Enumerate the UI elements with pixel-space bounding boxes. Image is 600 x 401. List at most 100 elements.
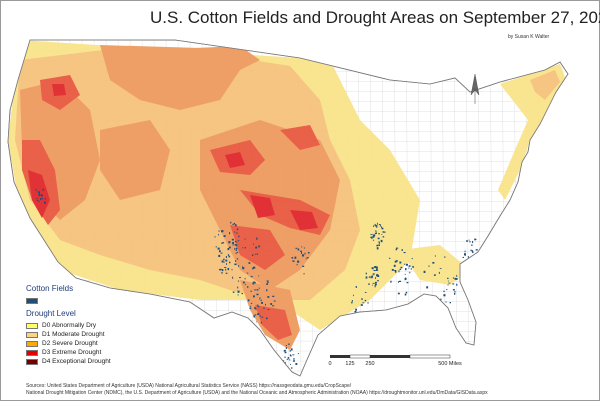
cotton-field-patch xyxy=(255,314,257,316)
cotton-field-patch xyxy=(365,277,368,279)
cotton-field-patch xyxy=(42,188,44,191)
cotton-field-patch xyxy=(374,232,377,234)
cotton-field-patch xyxy=(440,298,442,301)
cotton-field-patch xyxy=(399,280,401,282)
cotton-field-patch xyxy=(514,210,517,212)
cotton-field-patch xyxy=(253,282,256,284)
cotton-field-patch xyxy=(228,248,230,250)
cotton-field-patch xyxy=(250,302,253,304)
cotton-field-patch xyxy=(252,268,254,270)
scale-tick-0: 0 xyxy=(328,361,331,367)
cotton-field-patch xyxy=(382,231,385,233)
cotton-field-patch xyxy=(239,277,241,279)
cotton-field-patch xyxy=(256,237,258,240)
cotton-field-patch xyxy=(284,351,287,354)
cotton-field-patch xyxy=(250,290,252,292)
cotton-field-patch xyxy=(265,303,266,306)
cotton-field-patch xyxy=(513,219,515,221)
cotton-field-patch xyxy=(377,237,380,240)
cotton-field-patch xyxy=(394,260,397,263)
cotton-field-patch xyxy=(447,280,449,282)
legend-drought-swatch xyxy=(26,349,38,356)
legend-drought-label: D3 Extreme Drought xyxy=(42,349,102,356)
cotton-field-patch xyxy=(510,209,513,212)
cotton-field-patch xyxy=(234,231,236,233)
cotton-field-patch xyxy=(218,254,221,257)
cotton-field-patch xyxy=(507,220,509,223)
cotton-field-patch xyxy=(292,354,295,356)
cotton-field-patch xyxy=(225,272,228,274)
drought-d0-south xyxy=(400,245,470,285)
cotton-field-patch xyxy=(370,276,372,279)
cotton-field-patch xyxy=(375,231,377,233)
cotton-field-patch xyxy=(360,304,363,306)
cotton-field-patch xyxy=(246,272,249,274)
cotton-field-patch xyxy=(227,268,230,271)
cotton-field-patch xyxy=(217,247,220,250)
cotton-field-patch xyxy=(474,238,476,241)
cotton-field-patch xyxy=(255,246,258,249)
cotton-field-patch xyxy=(234,244,237,246)
cotton-field-patch xyxy=(375,277,376,279)
cotton-field-patch xyxy=(253,281,256,283)
cotton-field-patch xyxy=(254,307,256,310)
cotton-field-patch xyxy=(236,232,238,234)
cotton-field-patch xyxy=(232,242,234,244)
cotton-field-patch xyxy=(237,286,239,289)
cotton-field-patch xyxy=(373,225,375,227)
cotton-field-patch xyxy=(400,266,403,269)
cotton-field-patch xyxy=(396,247,399,249)
cotton-field-patch xyxy=(448,282,451,284)
cotton-field-patch xyxy=(231,238,234,241)
cotton-field-patch xyxy=(452,289,455,291)
cotton-field-patch xyxy=(228,246,231,249)
cotton-field-patch xyxy=(391,269,394,271)
cotton-field-patch xyxy=(237,294,239,296)
cotton-field-patch xyxy=(353,294,354,297)
drought-d4-oregon xyxy=(52,84,66,96)
cotton-field-patch xyxy=(36,199,39,201)
cotton-field-patch xyxy=(235,260,237,262)
cotton-field-patch xyxy=(237,280,240,282)
cotton-field-patch xyxy=(304,252,306,255)
cotton-field-patch xyxy=(473,264,476,266)
cotton-field-patch xyxy=(408,267,410,269)
cotton-field-patch xyxy=(258,275,260,277)
drought-d3-texas-north xyxy=(230,225,285,270)
cotton-field-patch xyxy=(38,191,40,193)
cotton-field-patch xyxy=(44,197,46,200)
cotton-field-patch xyxy=(223,261,225,263)
cotton-field-patch xyxy=(297,260,300,263)
cotton-fields xyxy=(35,188,518,369)
cotton-field-patch xyxy=(273,295,275,297)
cotton-field-patch xyxy=(290,363,291,365)
cotton-field-patch xyxy=(254,307,255,309)
cotton-field-patch xyxy=(222,269,224,272)
cotton-field-patch xyxy=(236,228,239,231)
cotton-field-patch xyxy=(228,256,231,258)
cotton-field-patch xyxy=(247,286,249,288)
cotton-field-patch xyxy=(235,244,238,247)
cotton-field-patch xyxy=(215,246,217,248)
cotton-field-patch xyxy=(223,258,225,261)
cotton-field-patch xyxy=(378,224,381,226)
scale-tick-500: 500 Miles xyxy=(438,361,462,367)
cotton-field-patch xyxy=(221,242,224,244)
cotton-field-patch xyxy=(362,302,365,304)
cotton-field-patch xyxy=(507,220,510,222)
cotton-field-patch xyxy=(259,315,261,317)
legend-drought-label: D2 Severe Drought xyxy=(42,340,98,347)
cotton-field-patch xyxy=(273,300,276,302)
cotton-field-patch xyxy=(372,284,373,286)
cotton-field-patch xyxy=(454,277,457,280)
cotton-field-patch xyxy=(291,367,293,369)
cotton-field-patch xyxy=(462,256,464,258)
cotton-field-patch xyxy=(297,248,300,251)
cotton-field-patch xyxy=(466,240,468,242)
cotton-field-patch xyxy=(267,296,270,298)
cotton-field-patch xyxy=(394,270,397,273)
cotton-field-patch xyxy=(375,225,378,227)
cotton-field-patch xyxy=(260,321,262,324)
cotton-field-patch xyxy=(376,247,379,249)
cotton-field-patch xyxy=(295,247,298,249)
